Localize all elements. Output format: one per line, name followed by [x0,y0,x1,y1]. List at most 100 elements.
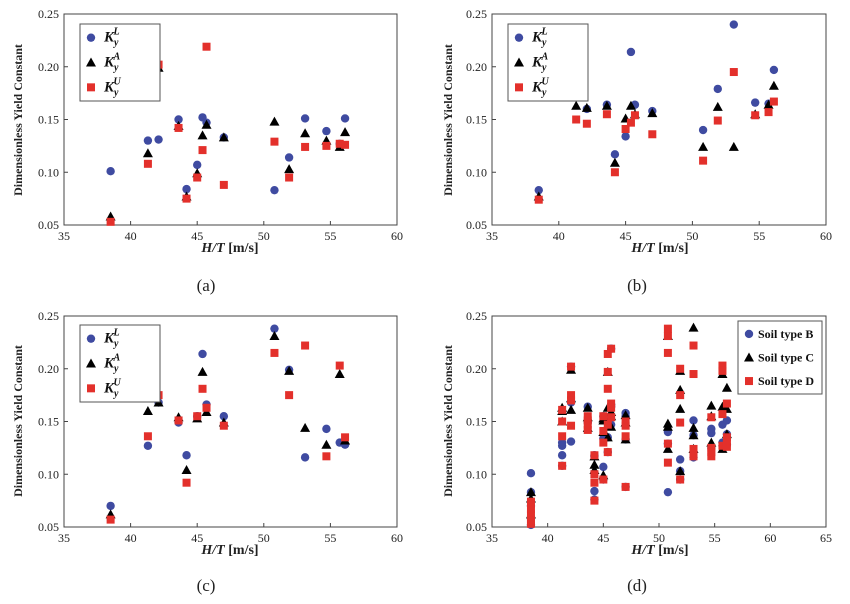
data-point [525,487,536,497]
data-point [567,362,576,371]
x-tick-label: 50 [653,531,665,545]
panel-caption: (a) [197,276,216,295]
data-point [301,142,310,151]
legend-marker [514,33,524,42]
legend-marker [744,329,754,339]
data-point [620,410,631,420]
data-point [106,501,115,511]
data-point [590,451,599,460]
data-point [202,403,211,412]
data-point [334,369,345,379]
data-point [201,119,212,129]
data-point [676,391,685,400]
data-point [621,132,630,141]
data-point [718,361,727,370]
y-tick-label: 0.25 [466,309,487,323]
y-tick-label: 0.10 [466,467,487,481]
data-point [603,448,612,457]
data-point [572,115,581,124]
data-point [174,416,183,425]
y-axis-label: Dimensionless Yield Constant [441,345,455,497]
x-tick-label: 50 [686,229,698,243]
data-point [607,403,616,412]
data-point [270,348,279,357]
data-point [197,366,208,376]
data-point [590,486,599,496]
x-axis-label: H/T [m/s] [200,241,258,256]
data-point [193,173,202,182]
data-point [270,324,279,333]
data-point [143,441,153,450]
data-point [300,128,311,138]
data-point [143,432,152,441]
data-point [181,465,192,475]
x-tick-label: 55 [324,229,336,243]
data-point [751,111,760,120]
data-point [610,150,620,159]
data-point [558,461,567,470]
legend-label: KyA [531,52,548,74]
x-tick-label: 55 [709,531,721,545]
data-point [270,185,279,195]
data-point [625,100,636,110]
x-tick-label: 50 [258,531,270,545]
y-tick-label: 0.15 [38,415,59,429]
x-tick-label: 60 [764,531,776,545]
legend-label: KyU [103,377,121,399]
data-point [154,135,163,144]
data-point [699,156,708,165]
data-point [558,417,567,426]
data-point [182,184,191,194]
data-point [301,341,310,350]
data-point [300,422,311,432]
legend-marker [86,33,96,42]
legend-marker [86,334,96,343]
legend-label: Soil type D [758,374,814,388]
legend-label: Soil type C [758,351,814,365]
y-tick-label: 0.20 [466,362,487,376]
data-point [300,114,310,123]
legend-label: KyU [103,76,121,98]
data-point [557,451,567,460]
x-tick-label: 40 [553,229,565,243]
y-tick-label: 0.25 [38,7,59,21]
data-point [603,367,612,376]
data-point [603,349,612,358]
legend-label: Soil type B [758,327,813,341]
data-point [322,126,331,136]
data-point [722,437,731,446]
data-point [558,432,567,441]
data-point [729,20,739,29]
data-point [202,42,211,51]
x-tick-label: 60 [820,229,832,243]
data-point [663,458,672,467]
data-point [713,84,722,94]
data-point [567,396,576,405]
legend-marker [514,57,524,67]
data-point [689,444,698,453]
legend: KyL KyA KyU [79,23,161,102]
data-point [621,482,630,491]
series-k-y-u [106,42,350,226]
data-point [340,114,350,123]
legend-label: KyA [103,353,120,375]
data-point [599,475,608,484]
chart-panel-b: 35 40 45 50 55 60 0.05 0.10 0.15 0.20 0.25 Dimensio… [441,7,832,295]
x-tick-label: 45 [191,229,203,243]
legend-label: KyL [103,27,120,49]
data-point [663,348,672,357]
chart-panel-d: 35 40 45 50 55 60 65 0.05 0.10 0.15 0.20 0.25 Dimens… [441,309,832,595]
data-point [621,124,630,133]
data-point [662,443,673,453]
legend: KyL KyA KyU [79,324,161,403]
data-point [335,361,344,370]
data-point [707,413,716,422]
data-point [218,132,229,142]
data-point [589,459,600,469]
legend-marker [515,83,523,92]
data-point [106,217,115,226]
x-tick-label: 60 [391,531,403,545]
x-tick-label: 35 [486,229,498,243]
x-tick-label: 35 [486,531,498,545]
data-point [567,421,576,430]
